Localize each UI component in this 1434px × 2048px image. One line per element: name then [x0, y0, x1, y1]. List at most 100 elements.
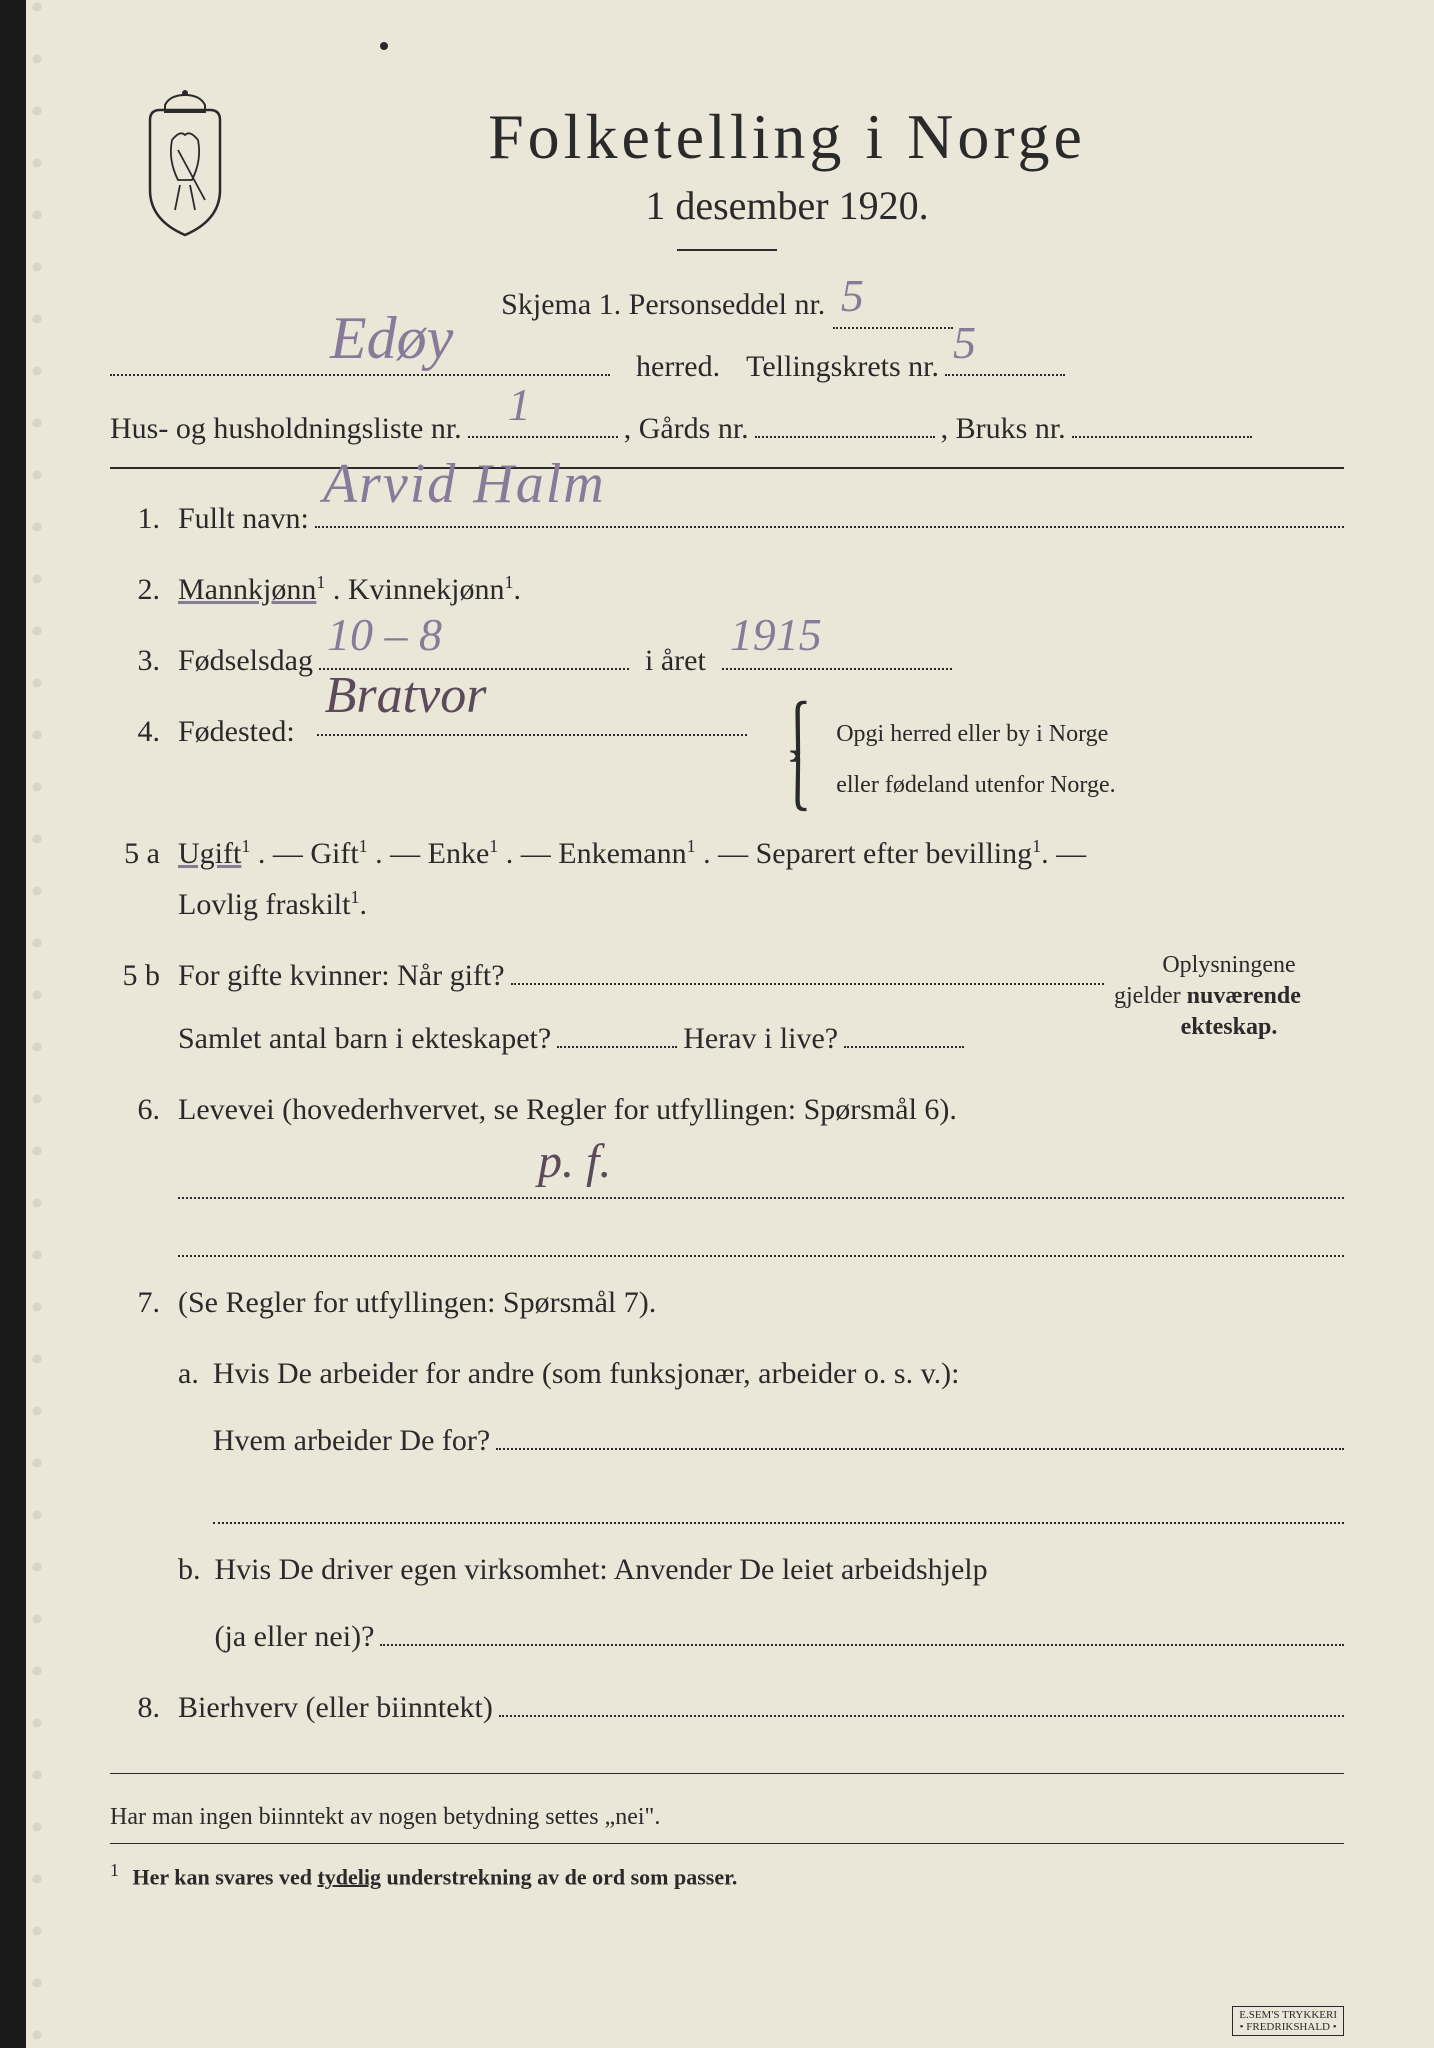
footnote2-num: 1 — [110, 1860, 119, 1880]
form-title: Folketelling i Norge — [230, 100, 1344, 174]
husliste-field: 1 — [468, 408, 618, 438]
q5a-row: 5 a Ugift1 . — Gift1 . — Enke1 . — Enkem… — [110, 828, 1344, 930]
sup2: 1 — [504, 572, 513, 592]
sup4: 1 — [359, 836, 368, 856]
q3-label: Fødselsdag — [178, 635, 313, 686]
gift-option: . — Gift — [258, 837, 359, 870]
hired-help-field — [380, 1616, 1344, 1646]
personseddel-value: 5 — [841, 259, 864, 333]
q8-row: 8. Bierhverv (eller biinntekt) — [110, 1682, 1344, 1733]
sup3: 1 — [241, 836, 250, 856]
sup8: 1 — [350, 887, 359, 907]
header-divider — [677, 249, 777, 251]
q7b-label: b. — [178, 1544, 201, 1662]
q8-label: Bierhverv (eller biinntekt) — [178, 1682, 493, 1733]
q5b-side3: nuværende — [1187, 983, 1301, 1009]
q7-num: 7. — [110, 1286, 160, 1320]
separert-option: . — Separert efter bevilling — [703, 837, 1032, 870]
i-aret-label: i året — [645, 635, 706, 686]
stamp-line1: E.SEM'S TRYKKERI — [1239, 2009, 1337, 2021]
q7a-text1: Hvis De arbeider for andre (som funksjon… — [213, 1357, 960, 1390]
barn-field — [557, 1018, 677, 1048]
birthplace-value: Bratvor — [325, 652, 487, 740]
personseddel-row: Skjema 1. Personseddel nr. 5 — [110, 281, 1344, 329]
separator-line — [110, 467, 1344, 469]
form-header: Folketelling i Norge 1 desember 1920. — [110, 100, 1344, 251]
q7-label: (Se Regler for utfyllingen: Spørsmål 7). — [178, 1286, 656, 1319]
page-left-edge — [0, 0, 26, 2048]
herred-field: Edøy — [110, 346, 610, 376]
tellingskrets-value: 5 — [953, 306, 976, 380]
q2-row: 2. Mannkjønn1 . Kvinnekjønn1. — [110, 564, 1344, 615]
q5b-live-label: Herav i live? — [683, 1013, 838, 1064]
brace-icon: ⎰ — [767, 719, 829, 750]
q2-num: 2. — [110, 573, 160, 607]
q5b-side1: Oplysningene — [1114, 950, 1344, 981]
footnote1: Har man ingen biinntekt av nogen betydni… — [110, 1804, 1344, 1831]
q5b-gift-label: For gifte kvinner: Når gift? — [178, 950, 505, 1001]
q3-num: 3. — [110, 644, 160, 678]
gards-label: , Gårds nr. — [624, 405, 749, 453]
husliste-value: 1 — [508, 368, 531, 442]
employer-field — [496, 1420, 1344, 1450]
q5b-side4: ekteskap. — [1181, 1014, 1278, 1040]
herred-value: Edøy — [330, 290, 453, 386]
sup6: 1 — [687, 836, 696, 856]
q7a-text2: Hvem arbeider De for? — [213, 1415, 490, 1466]
q1-row: 1. Fullt navn: Arvid Halm — [110, 493, 1344, 544]
stamp-line2: • FREDRIKSHALD • — [1239, 2021, 1337, 2033]
q4-label: Fødested: — [178, 706, 295, 757]
herred-row: Edøy herred. Tellingskrets nr. 5 — [110, 343, 1344, 391]
q5b-num: 5 b — [110, 959, 160, 993]
sup1: 1 — [316, 572, 325, 592]
tellingskrets-field: 5 — [945, 346, 1065, 376]
lovlig-option: Lovlig fraskilt — [178, 888, 350, 921]
q4-sidenote2: eller fødeland utenfor Norge. — [836, 772, 1115, 798]
q8-num: 8. — [110, 1691, 160, 1725]
herred-label: herred. — [636, 343, 720, 391]
sup5: 1 — [489, 836, 498, 856]
q6-row: 6. Levevei (hovederhvervet, se Regler fo… — [110, 1084, 1344, 1257]
printer-stamp: E.SEM'S TRYKKERI • FREDRIKSHALD • — [1232, 2006, 1344, 2036]
footnote2-row: 1 Her kan svares ved tydelig understrekn… — [110, 1860, 1344, 1890]
brace-icon2: ⎱ — [767, 770, 829, 801]
tellingskrets-label: Tellingskrets nr. — [746, 343, 939, 391]
ink-speck — [380, 42, 388, 50]
gards-field — [755, 408, 935, 438]
q7-row: 7. (Se Regler for utfyllingen: Spørsmål … — [110, 1277, 1344, 1662]
footnote-line — [110, 1773, 1344, 1774]
bierhverv-field — [499, 1687, 1344, 1717]
q6-num: 6. — [110, 1093, 160, 1127]
q1-num: 1. — [110, 502, 160, 536]
form-date: 1 desember 1920. — [230, 182, 1344, 229]
nar-gift-field — [511, 955, 1104, 985]
q3-row: 3. Fødselsdag 10 – 8 i året 1915 — [110, 635, 1344, 686]
fullname-field: Arvid Halm — [315, 498, 1344, 528]
ugift-option: Ugift — [178, 837, 241, 870]
q7b-text2: (ja eller nei)? — [215, 1611, 375, 1662]
enkemann-option: . — Enkemann — [506, 837, 687, 870]
footnote-line2 — [110, 1843, 1344, 1844]
birthplace-field: Bratvor — [317, 706, 747, 736]
q4-num: 4. — [110, 715, 160, 749]
q1-label: Fullt navn: — [178, 493, 309, 544]
levevei-value: p. f. — [538, 1121, 611, 1203]
q5b-side2: gjelder — [1114, 983, 1181, 1009]
footnote2: Her kan svares ved tydelig understreknin… — [133, 1864, 738, 1889]
q5b-barn-label: Samlet antal barn i ekteskapet? — [178, 1013, 551, 1064]
dash1: . — — [1041, 837, 1086, 870]
birthyear-value: 1915 — [730, 596, 822, 674]
personseddel-field: 5 — [833, 299, 953, 329]
husliste-row: Hus- og husholdningsliste nr. 1 , Gårds … — [110, 405, 1344, 453]
levevei-field: p. f. — [178, 1163, 1344, 1199]
birthyear-field: 1915 — [722, 640, 952, 670]
mann-option: Mannkjønn — [178, 573, 316, 606]
bruks-field — [1072, 408, 1252, 438]
q5b-row: 5 b For gifte kvinner: Når gift? Samlet … — [110, 950, 1344, 1064]
page-perforations — [30, 0, 44, 2048]
bruks-label: , Bruks nr. — [941, 405, 1066, 453]
enke-option: . — Enke — [375, 837, 489, 870]
census-form: Folketelling i Norge 1 desember 1920. Sk… — [110, 100, 1344, 2008]
q4-row: 4. Fødested: Bratvor ⎰ Opgi herred eller… — [110, 706, 1344, 808]
employer-field2 — [213, 1494, 1344, 1524]
